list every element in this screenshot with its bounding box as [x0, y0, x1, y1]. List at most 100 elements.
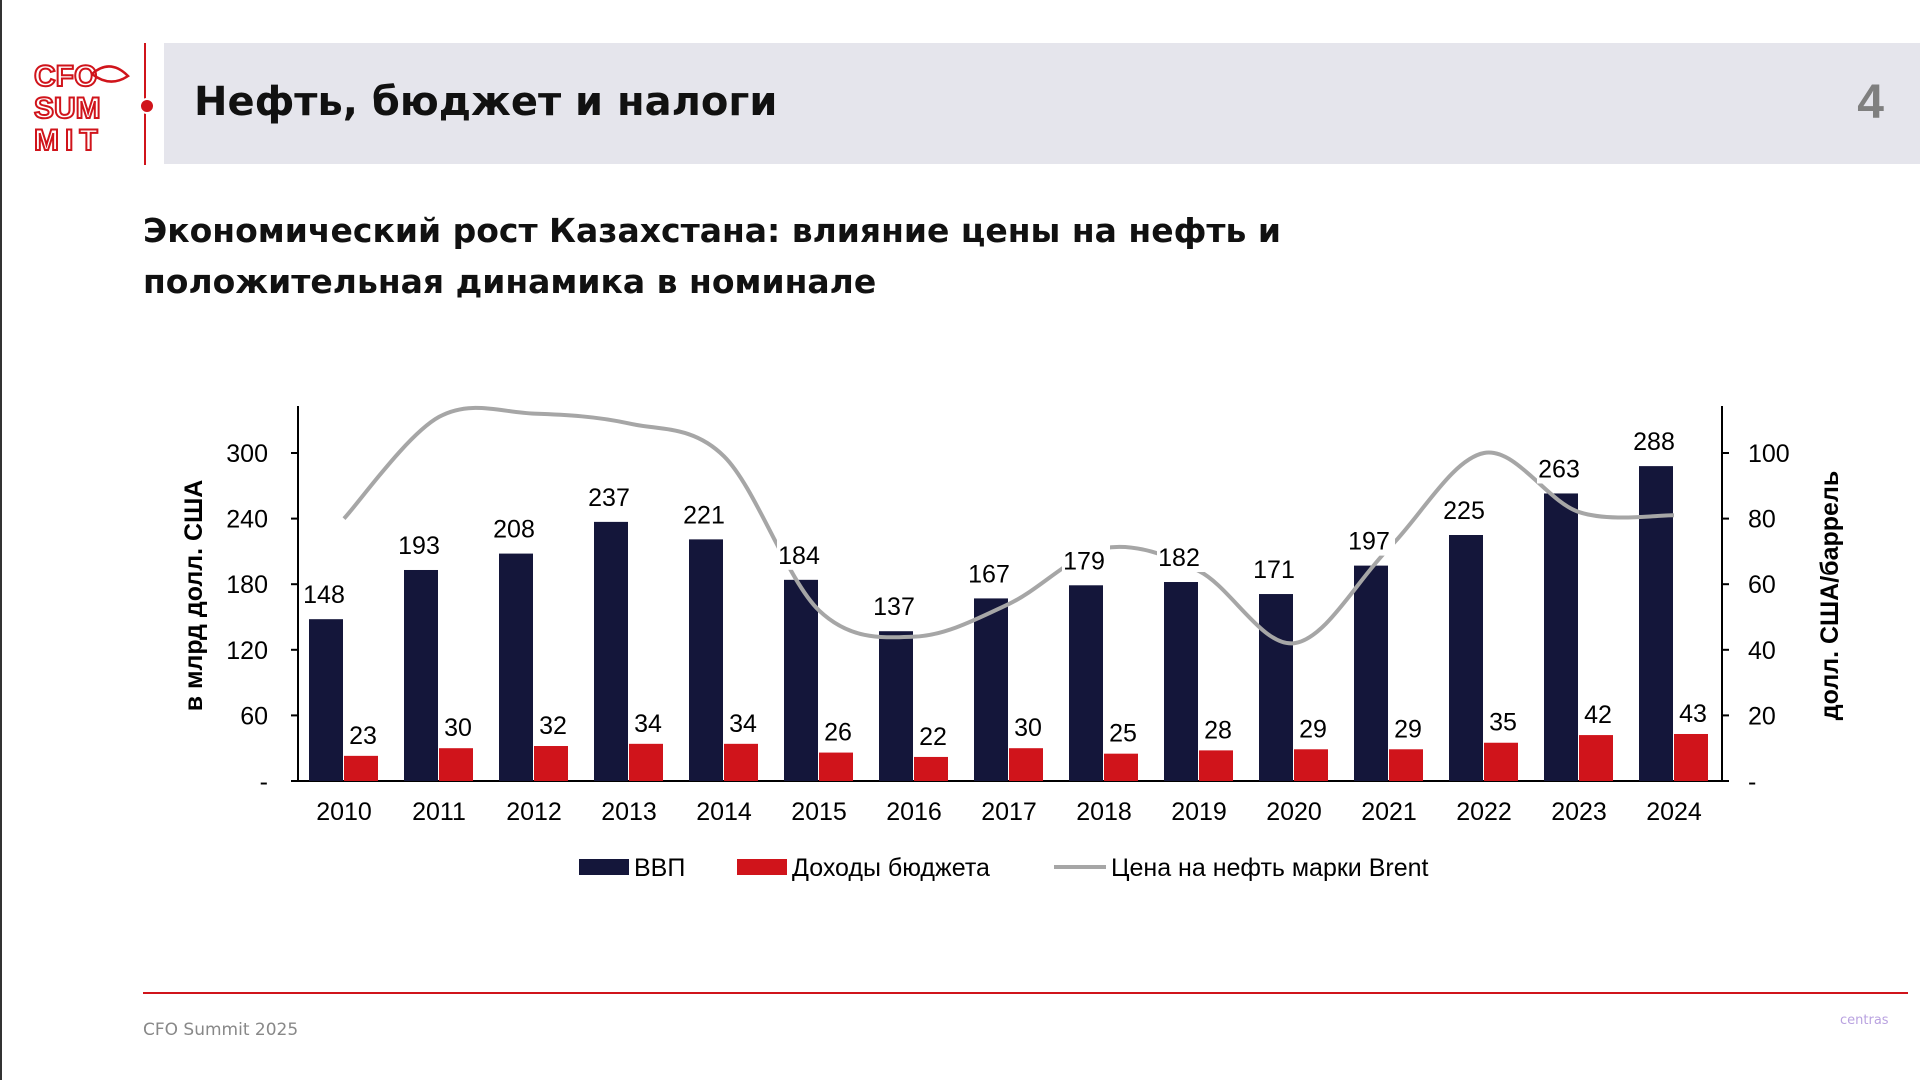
- bar-budget: [1009, 748, 1043, 781]
- data-label-gdp: 184: [778, 542, 820, 570]
- data-label-budget: 34: [634, 710, 662, 738]
- data-label-budget: 34: [729, 710, 757, 738]
- bar-budget: [1199, 750, 1233, 781]
- eye-icon: [91, 65, 130, 83]
- legend-swatch-budget: [737, 859, 787, 875]
- bar-gdp: [974, 598, 1008, 781]
- data-label-budget: 26: [824, 719, 852, 747]
- label-bg: [1632, 424, 1680, 457]
- bar-gdp: [1164, 582, 1198, 781]
- header-bar: Нефть, бюджет и налоги 4: [164, 43, 1920, 164]
- data-label-gdp: 148: [303, 581, 345, 609]
- y-tick-label: 180: [226, 571, 268, 599]
- bar-budget: [1294, 749, 1328, 781]
- legend-label-gdp: ВВП: [634, 854, 685, 882]
- subtitle-line-1: Экономический рост Казахстана: влияние ц…: [143, 211, 1281, 250]
- logo-dot: [139, 98, 155, 114]
- x-tick-label: 2022: [1456, 798, 1512, 826]
- data-label-gdp: 137: [873, 593, 915, 621]
- y-axis-label: в млрд долл. США: [180, 480, 208, 712]
- logo-line-1: CFO: [34, 60, 97, 93]
- bar-gdp: [594, 521, 628, 781]
- label-bg: [1537, 451, 1585, 484]
- bar-gdp: [1639, 466, 1673, 781]
- y-tick-label: -: [260, 768, 268, 796]
- data-label-budget: 29: [1299, 715, 1327, 743]
- x-tick-label: 2014: [696, 798, 752, 826]
- legend-label-brent: Цена на нефть марки Brent: [1111, 854, 1429, 882]
- x-tick-label: 2021: [1361, 798, 1417, 826]
- footer-divider: [143, 992, 1908, 994]
- y2-tick-label: 60: [1748, 571, 1776, 599]
- data-label-budget: 35: [1489, 709, 1517, 737]
- brand-logo: centras: [1840, 1013, 1889, 1028]
- bar-gdp: [689, 539, 723, 781]
- data-label-gdp: 193: [398, 532, 440, 560]
- data-label-budget: 29: [1394, 715, 1422, 743]
- data-label-budget: 32: [539, 712, 567, 740]
- data-label-gdp: 182: [1158, 544, 1200, 572]
- bar-budget: [344, 755, 378, 781]
- bar-budget: [1579, 735, 1613, 781]
- y2-tick-label: -: [1748, 768, 1756, 796]
- data-label-gdp: 171: [1253, 556, 1295, 584]
- data-label-gdp: 167: [968, 560, 1010, 588]
- bar-budget: [914, 756, 948, 781]
- label-bg: [1442, 493, 1490, 525]
- x-tick-label: 2015: [791, 798, 847, 826]
- data-label-budget: 30: [444, 714, 472, 742]
- bar-gdp: [1354, 565, 1388, 781]
- page-number: 4: [1857, 76, 1884, 129]
- bar-budget: [724, 743, 758, 781]
- logo-line-2: SUM: [34, 92, 101, 125]
- data-label-budget: 22: [919, 723, 947, 751]
- data-label-gdp: 288: [1633, 428, 1675, 456]
- data-label-budget: 25: [1109, 720, 1137, 748]
- y2-axis-label: долл. США/баррель: [1816, 471, 1844, 720]
- subtitle-line-2: положительная динамика в номинале: [143, 262, 877, 301]
- y-tick-label: 240: [226, 506, 268, 534]
- cfo-summit-logo: CFO SUM MIT: [33, 59, 130, 156]
- legend-swatch-gdp: [579, 859, 629, 875]
- x-tick-label: 2020: [1266, 798, 1322, 826]
- label-bg: [682, 497, 730, 530]
- label-bg: [777, 537, 825, 570]
- bar-gdp: [879, 631, 913, 781]
- label-bg: [397, 527, 445, 560]
- footer-text: CFO Summit 2025: [143, 1020, 299, 1040]
- label-bg: [302, 577, 350, 610]
- y-tick-label: 120: [226, 637, 268, 665]
- bar-budget: [1484, 742, 1518, 781]
- bar-gdp: [1449, 535, 1483, 781]
- y-tick-label: 300: [226, 440, 268, 468]
- data-label-gdp: 208: [493, 516, 535, 544]
- x-tick-label: 2023: [1551, 798, 1607, 826]
- x-tick-label: 2012: [506, 798, 562, 826]
- data-label-budget: 30: [1014, 714, 1042, 742]
- bar-gdp: [404, 569, 438, 781]
- data-label-gdp: 263: [1538, 455, 1580, 483]
- data-label-gdp: 225: [1443, 497, 1485, 525]
- data-label-budget: 23: [349, 722, 377, 750]
- label-bg: [1062, 543, 1110, 576]
- bar-budget: [1104, 753, 1138, 781]
- x-tick-label: 2016: [886, 798, 942, 826]
- bar-gdp: [309, 619, 343, 781]
- x-tick-label: 2011: [412, 798, 466, 826]
- data-label-budget: 42: [1584, 701, 1612, 729]
- label-bg: [587, 479, 635, 512]
- logo-line-3: MIT: [34, 124, 104, 156]
- data-label-gdp: 179: [1063, 547, 1105, 575]
- window-edge: [0, 0, 2, 1080]
- label-bg: [1252, 552, 1300, 585]
- label-bg: [1157, 540, 1205, 573]
- line-brent: [342, 405, 1675, 646]
- x-tick-label: 2019: [1171, 798, 1227, 826]
- x-tick-label: 2013: [601, 798, 657, 826]
- bar-gdp: [1259, 594, 1293, 781]
- label-bg: [967, 556, 1015, 589]
- data-label-budget: 43: [1679, 700, 1707, 728]
- legend-label-budget: Доходы бюджета: [792, 854, 990, 882]
- label-bg: [872, 589, 920, 622]
